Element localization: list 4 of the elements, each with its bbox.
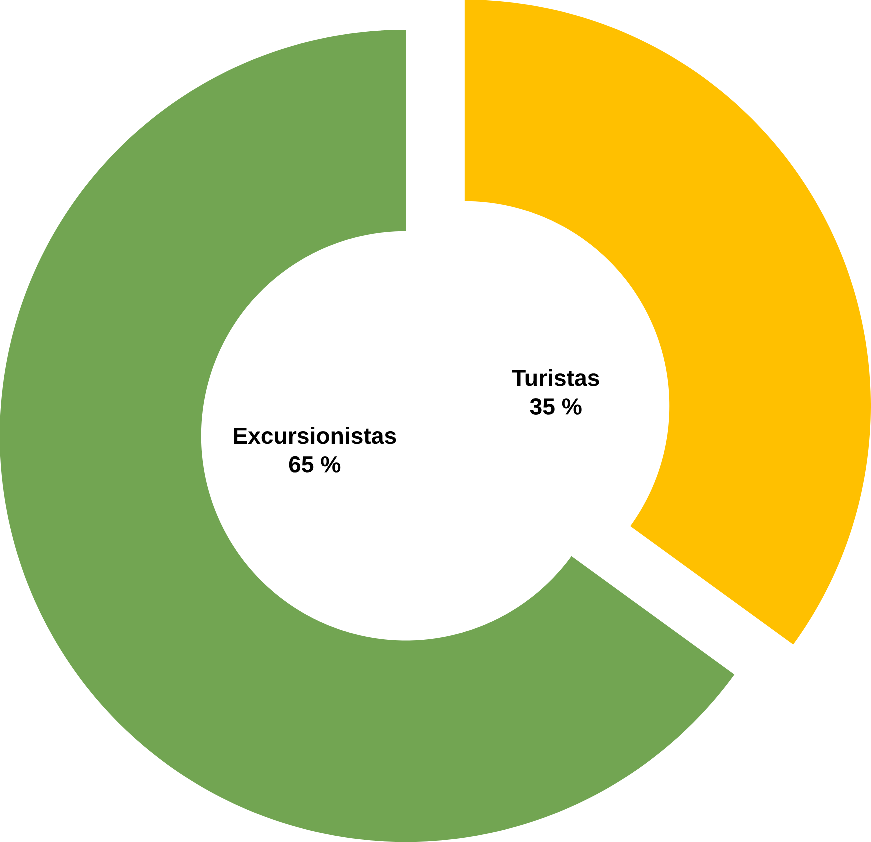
- slice-label: Excursionistas: [234, 427, 396, 444]
- slice-label: Turistas: [512, 369, 600, 386]
- data-label: 65 %: [289, 456, 341, 473]
- data-label: 35 %: [530, 398, 582, 415]
